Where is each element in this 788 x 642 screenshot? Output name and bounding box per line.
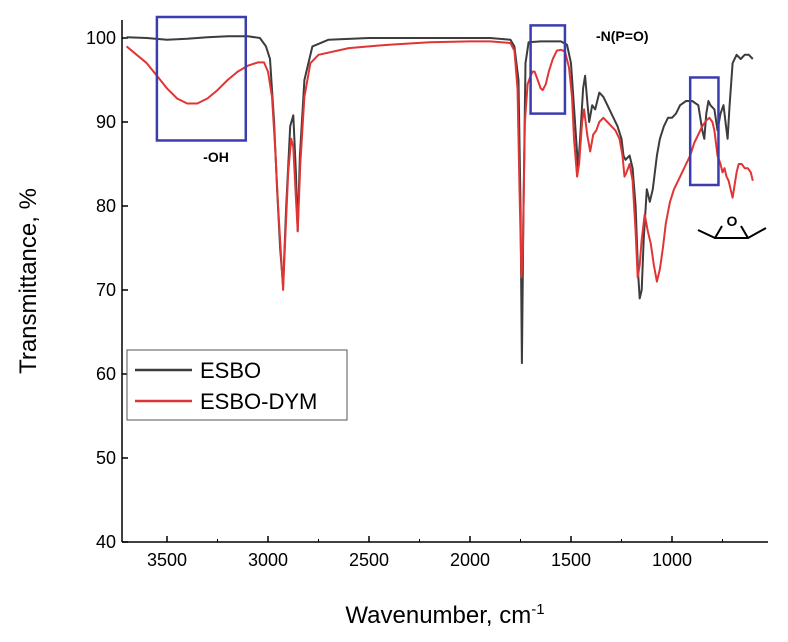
y-tick-label: 100 xyxy=(86,28,116,48)
y-tick-label: 40 xyxy=(96,532,116,552)
x-axis-ticks: 3500 3000 2500 2000 1500 1000 xyxy=(147,536,723,570)
legend-label-esbo: ESBO xyxy=(200,358,261,383)
annotation-box xyxy=(155,15,248,142)
x-axis-title: Wavenumber, cm-1 xyxy=(345,601,544,629)
annotation-label-oh: -OH xyxy=(203,149,229,165)
x-tick-label: 2000 xyxy=(450,550,490,570)
annotation-box xyxy=(529,24,567,115)
epoxide-symbol: O xyxy=(697,213,767,239)
x-tick-label: 3500 xyxy=(147,550,187,570)
x-tick-label: 2500 xyxy=(349,550,389,570)
series-line-esbo-dym xyxy=(125,40,754,291)
y-axis-ticks: 40 50 60 70 80 90 100 xyxy=(86,28,128,552)
y-tick-label: 50 xyxy=(96,448,116,468)
x-tick-label: 1500 xyxy=(551,550,591,570)
y-axis-title: Transmittance, % xyxy=(15,188,42,374)
y-tick-label: 90 xyxy=(96,112,116,132)
y-tick-label: 60 xyxy=(96,364,116,384)
legend-box xyxy=(126,349,348,421)
x-tick-label: 3000 xyxy=(248,550,288,570)
annotation-box xyxy=(688,76,720,187)
annotation-label-nvpo: -N(P=O) xyxy=(596,28,649,44)
y-tick-label: 80 xyxy=(96,196,116,216)
x-tick-label: 1000 xyxy=(652,550,692,570)
legend: ESBO ESBO-DYM xyxy=(126,349,348,421)
legend-label-esbo-dym: ESBO-DYM xyxy=(200,389,317,414)
annotation-boxes xyxy=(155,15,720,187)
epoxide-oxygen-label: O xyxy=(727,213,738,229)
plot-area xyxy=(122,20,768,542)
series-line-esbo xyxy=(126,35,754,365)
y-tick-label: 70 xyxy=(96,280,116,300)
